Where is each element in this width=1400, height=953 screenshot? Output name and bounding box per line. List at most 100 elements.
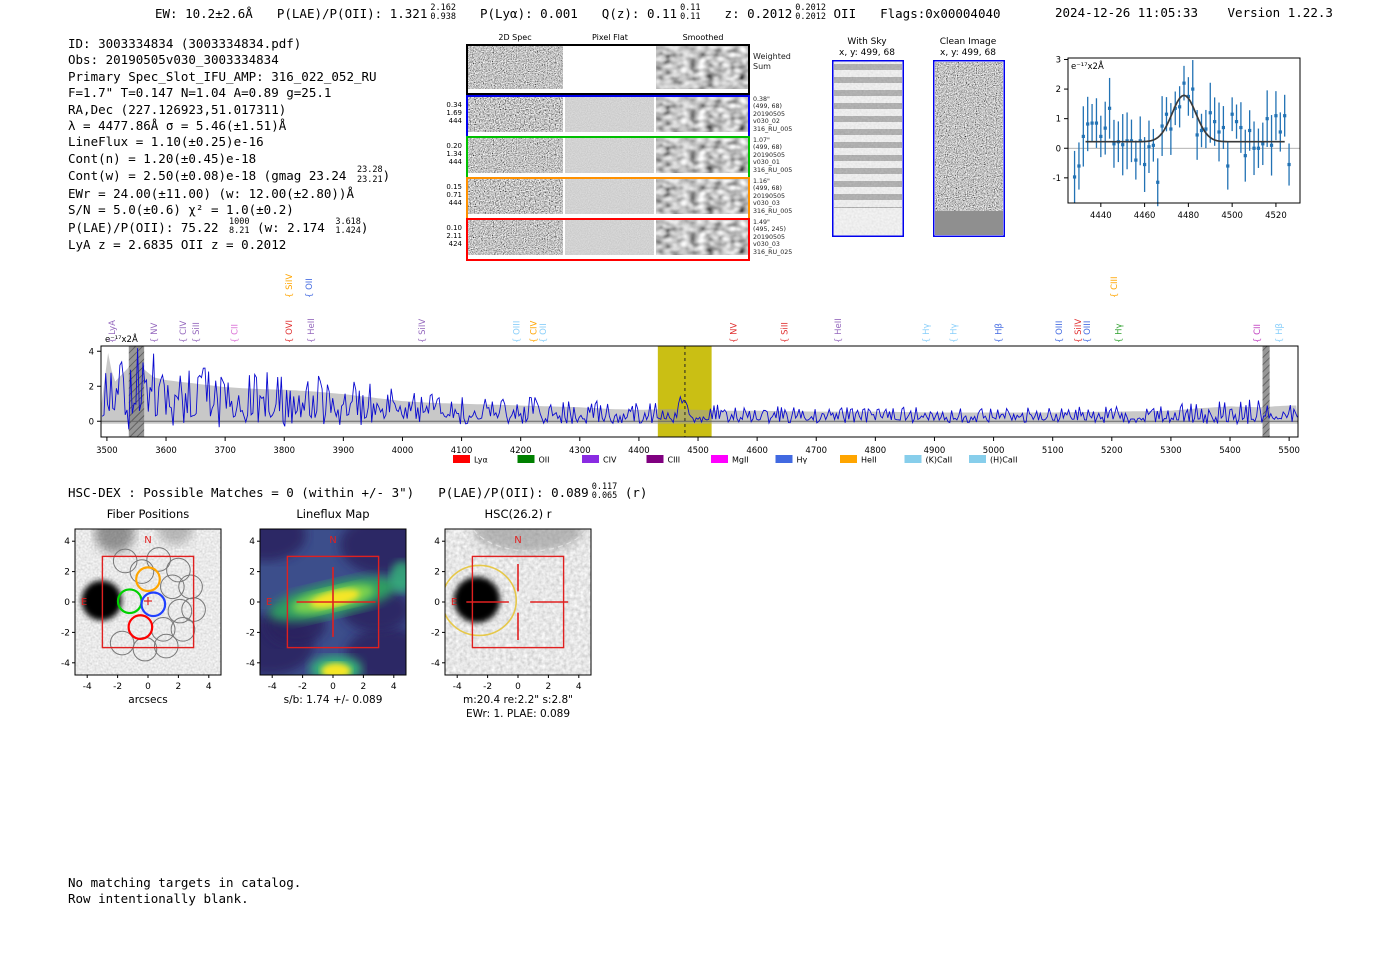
summary-line: P(LAE)/P(OII): 75.22 1000 8.21 (w: 2.174 …: [68, 217, 390, 238]
emission-line-label: { SiII: [780, 322, 790, 343]
header-segment-text: Q(z): 0.11: [601, 5, 678, 21]
annotation-line: (499, 68): [753, 103, 782, 111]
compass-east: E: [81, 597, 87, 608]
hsc-dex-segment: HSC-DEX : Possible Matches = 0 (within +…: [68, 485, 414, 500]
hsc-dex-segment: P(LAE)/P(OII): 0.089 0.117 0.065 (r): [438, 482, 647, 501]
y-tick-label: -4: [61, 659, 70, 669]
emission-line-label: { CII: [231, 324, 241, 343]
cutout-title: HSC(26.2) r: [485, 507, 552, 521]
x-tick-label: -4: [83, 682, 92, 692]
cutout-xlabel: arcsecs: [128, 694, 167, 706]
annotation-line: 316_RU_025: [753, 248, 793, 256]
cutout-xlabel2: EWr: 1. PLAE: 0.089: [466, 708, 570, 720]
report-version: Version 1.22.3: [1227, 5, 1333, 20]
summary-text: EWr = 24.00(±11.00) (w: 12.00(±2.80))Å: [68, 185, 354, 201]
uncertainty-high: 0.11: [680, 3, 701, 13]
data-point: [1178, 105, 1182, 109]
emission-line-label: { HeII: [307, 318, 317, 343]
uncertainty-low: 0.11: [680, 12, 701, 23]
summary-text: (w: 2.174: [249, 219, 333, 235]
cutout-xlabel: s/b: 1.74 +/- 0.089: [284, 694, 383, 706]
report-timestamp: 2024-12-26 11:05:33: [1055, 5, 1198, 20]
data-point: [1265, 117, 1269, 121]
legend-swatch: [969, 455, 986, 463]
summary-line: S/N = 5.0(±0.6) χ² = 1.0(±0.2): [68, 202, 390, 218]
annotation-line: v030_03: [753, 200, 780, 208]
data-point: [1256, 146, 1261, 150]
summary-text: ): [360, 219, 369, 235]
legend-label: CIII: [668, 456, 681, 465]
legend-label: OII: [539, 456, 550, 465]
x-tick-label: 0: [330, 682, 336, 692]
header-segment: EW: 10.2±2.6Å: [155, 6, 253, 21]
clean-image-coords: x, y: 499, 68: [940, 48, 996, 58]
pixel-flat-image: [565, 138, 654, 173]
x-tick-label: 4520: [1265, 211, 1287, 221]
smoothed-image: [656, 46, 748, 89]
uncertainty-low: 0.938: [430, 12, 456, 23]
annotation-line: v030_02: [753, 118, 780, 126]
compass-north: N: [144, 535, 151, 546]
x-tick-label: 4: [391, 682, 397, 692]
data-point: [1077, 164, 1081, 168]
emission-line-label: { SiIV: [285, 274, 295, 298]
emission-line-label: { SiII: [192, 322, 202, 343]
annotation-line: 1.07": [753, 137, 770, 144]
smoothed-image: [656, 138, 748, 173]
masked-band: [1262, 346, 1270, 437]
x-tick-label: 4: [576, 682, 582, 692]
spec2d-image: [468, 220, 563, 255]
legend-swatch: [582, 455, 599, 463]
summary-text: F=1.7" T=0.147 N=1.04 A=0.89 g=25.1: [68, 85, 332, 101]
data-point: [1173, 106, 1177, 110]
uncertainty-low: 0.2012: [795, 12, 826, 23]
data-point: [1195, 133, 1199, 137]
annotation-line: 316_RU_005: [753, 166, 793, 174]
data-point: [1234, 120, 1239, 124]
stat-value: 1.34: [446, 150, 462, 158]
y-tick-label: -2: [246, 628, 255, 638]
summary-line: Obs: 20190505v030_3003334834: [68, 52, 390, 68]
smoothed-image: [656, 220, 748, 255]
legend-swatch: [453, 455, 470, 463]
units-label: e⁻¹⁷x2Å: [1071, 60, 1104, 72]
spec2d-column-header: Pixel Flat: [592, 33, 628, 42]
summary-line: LineFlux = 1.10(±0.25)e-16: [68, 134, 390, 150]
annotation-line: 20190505: [753, 192, 786, 200]
spec2d-image: [468, 179, 563, 214]
data-point: [1121, 143, 1125, 147]
footer-note: No matching targets in catalog. Row inte…: [68, 875, 301, 906]
emission-line-label: { Hγ: [922, 323, 932, 343]
fiber-circle: [166, 557, 191, 583]
with-sky-title: With Sky x, y: 499, 68: [822, 37, 912, 59]
uncertainty-low: 23.21: [356, 174, 383, 185]
footer-line-2: Row intentionally blank.: [68, 890, 249, 906]
annotation-line: 20190505: [753, 110, 786, 118]
y-tick-label: -2: [431, 628, 440, 638]
summary-text: Obs: 20190505v030_3003334834: [68, 52, 279, 68]
x-tick-label: 3900: [333, 446, 355, 456]
emission-line-label: { CIV: [179, 320, 189, 343]
pixel-flat-image: [565, 46, 654, 89]
header-segment-text: EW: 10.2±2.6Å: [155, 5, 253, 21]
header-segment: Q(z): 0.11 0.11 0.11: [601, 3, 701, 23]
legend-label: CIV: [603, 456, 617, 465]
data-point: [1230, 112, 1234, 116]
data-point: [1243, 154, 1247, 158]
header-segment-suffix: OII: [826, 5, 857, 21]
data-point: [1252, 146, 1256, 150]
data-point: [1151, 143, 1155, 147]
x-tick-label: 5100: [1042, 446, 1064, 456]
x-tick-label: 5300: [1160, 446, 1182, 456]
header-segment: P(LAE)/P(OII): 1.321 2.162 0.938: [277, 3, 456, 23]
spec2d-row: [466, 177, 750, 220]
emission-line-label: { Hγ: [949, 323, 959, 343]
legend-label: Hγ: [797, 456, 808, 465]
annotation-line: 316_RU_005: [753, 207, 793, 215]
data-point: [1226, 164, 1230, 168]
hsc-dex-text: HSC-DEX : Possible Matches = 0 (within +…: [68, 484, 415, 500]
spec2d-row: [466, 44, 750, 95]
legend-swatch: [904, 455, 922, 463]
summary-text: Cont(n) = 1.20(±0.45)e-18: [68, 150, 257, 166]
summary-text: LyA z = 2.6835 OII z = 0.2012: [68, 237, 287, 253]
